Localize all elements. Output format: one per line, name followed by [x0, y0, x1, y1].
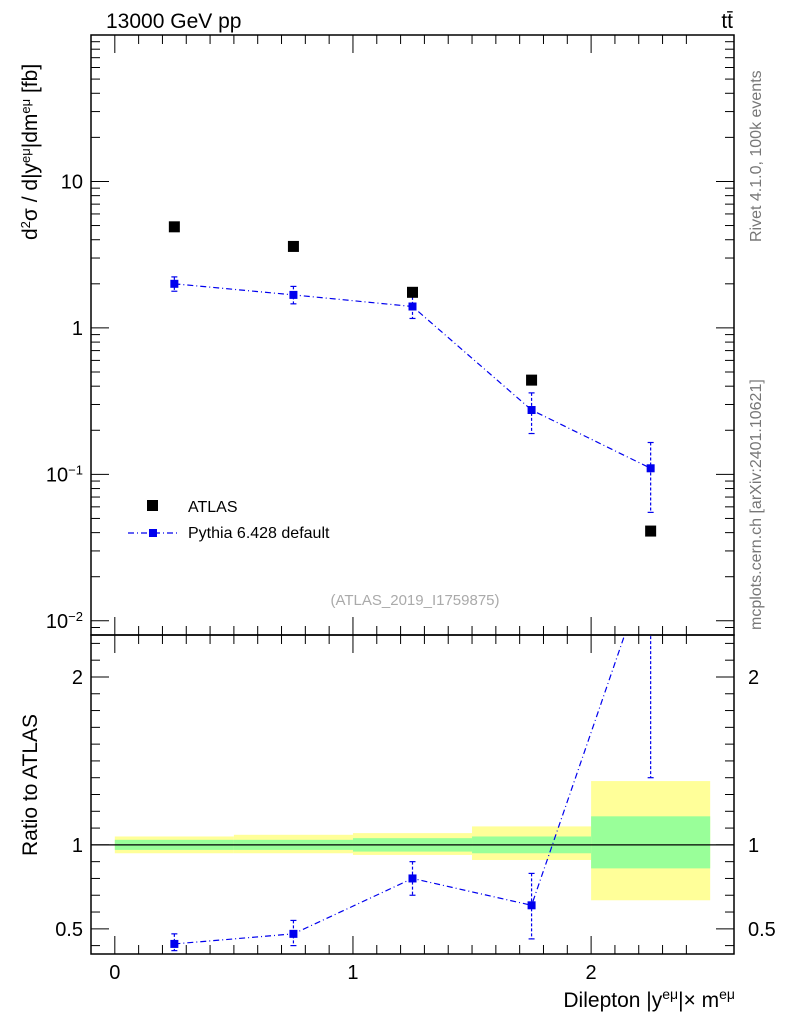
- atlas-point: [168, 221, 180, 233]
- ratio-x-tick-label: 0: [109, 962, 120, 984]
- main-y-ticks: 10−2 10−1 1 10: [46, 34, 734, 636]
- ratio-x-tick-label: 1: [347, 962, 358, 984]
- main-y-tick-label: 10−1: [46, 462, 83, 487]
- ratio-y-tick-label-left: 1: [72, 835, 83, 857]
- atlas-point: [407, 286, 418, 298]
- svg-text:d2σ / d|yeμ|dmeμ [fb]: d2σ / d|yeμ|dmeμ [fb]: [18, 64, 43, 240]
- ratio-y-tick-label-right: 1: [748, 835, 759, 857]
- ratio-y-tick-label-left: 2: [72, 667, 83, 689]
- atlas-point: [526, 374, 538, 386]
- legend-data-marker: [147, 500, 158, 511]
- main-y-tick-label: 10: [61, 171, 83, 193]
- main-y-tick-label: 1: [72, 318, 83, 340]
- mc-series-line: [174, 283, 651, 469]
- legend: ATLAS Pythia 6.428 default: [128, 499, 330, 542]
- ratio-mc-point: [647, 555, 655, 563]
- mc-point: [408, 302, 417, 311]
- ratio-y-axis-title: Ratio to ATLAS: [19, 714, 42, 856]
- main-y-axis-title: d2σ / d|yeμ|dmeμ [fb]: [18, 64, 43, 240]
- x-axis-title: Dilepton |yeμ|× meμ: [563, 986, 735, 1012]
- ratio-content: [91, 555, 734, 952]
- mc-point: [170, 279, 179, 288]
- main-y-tick-label: 10−2: [46, 608, 83, 633]
- main-frame: [90, 34, 735, 636]
- ratio-y-ticks: 0.5 0.5 1 1 2 2: [55, 642, 776, 947]
- mc-point: [527, 406, 536, 415]
- ratio-mc-point: [527, 901, 536, 910]
- process-label: tt̄: [721, 10, 733, 33]
- ratio-mc-point: [408, 874, 417, 883]
- main-plot: 10−2 10−1 1 10: [46, 34, 735, 636]
- ratio-plot: 0.5 0.5 1 1 2 2 0 1 2: [55, 555, 776, 984]
- legend-mc-label: Pythia 6.428 default: [188, 525, 330, 542]
- ratio-x-tick-label: 2: [586, 962, 597, 984]
- mc-point: [646, 464, 655, 473]
- energy-label: 13000 GeV pp: [106, 10, 241, 33]
- ratio-y-tick-label-left: 0.5: [55, 919, 83, 941]
- mc-point: [289, 290, 298, 299]
- ratio-mc-point: [170, 939, 179, 948]
- ratio-mc-line: [174, 635, 626, 945]
- atlas-point: [287, 240, 299, 252]
- uncertainty-band-inner: [591, 816, 711, 869]
- analysis-label: (ATLAS_2019_I1759875): [330, 592, 499, 609]
- ratio-mc-point: [289, 929, 298, 938]
- legend-data-label: ATLAS: [188, 499, 238, 516]
- atlas-point: [645, 525, 657, 537]
- rivet-version-label: Rivet 4.1.0, 100k events: [748, 70, 765, 242]
- ratio-y-tick-label-right: 0.5: [748, 919, 776, 941]
- svg-text:Dilepton |yeμ|× meμ: Dilepton |yeμ|× meμ: [563, 986, 735, 1012]
- mcplots-label: mcplots.cern.ch [arXiv:2401.10621]: [748, 379, 765, 630]
- legend-mc-marker: [149, 529, 157, 537]
- ratio-y-tick-label-right: 2: [748, 667, 759, 689]
